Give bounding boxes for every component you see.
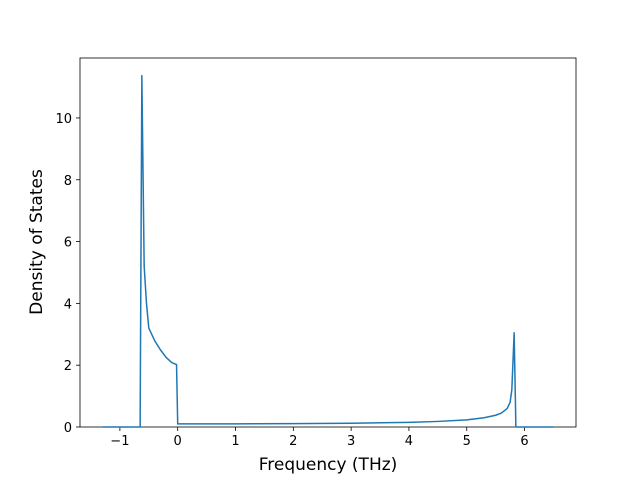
x-tick-label: −1 — [110, 434, 129, 449]
x-tick-label: 1 — [231, 434, 239, 449]
y-tick-label: 0 — [64, 421, 72, 436]
y-tick-label: 2 — [64, 359, 72, 374]
y-tick-label: 6 — [64, 236, 72, 251]
y-tick-label: 10 — [55, 112, 72, 127]
y-tick-label: 4 — [64, 297, 72, 312]
x-tick-label: 6 — [520, 434, 528, 449]
x-tick-label: 3 — [347, 434, 355, 449]
series-line — [102, 74, 554, 428]
y-tick-label: 8 — [64, 174, 72, 189]
plot-frame — [79, 57, 577, 428]
y-axis-label: Density of States — [27, 169, 47, 315]
x-tick-label: 0 — [174, 434, 182, 449]
x-tick-label: 5 — [463, 434, 471, 449]
x-axis-label: Frequency (THz) — [259, 455, 398, 475]
x-tick-label: 2 — [289, 434, 297, 449]
x-tick-label: 4 — [405, 434, 413, 449]
